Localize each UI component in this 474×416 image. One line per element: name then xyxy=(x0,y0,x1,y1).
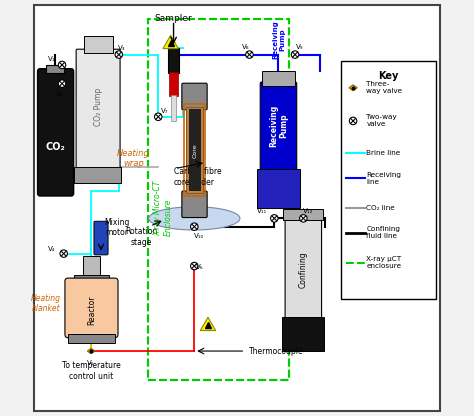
FancyBboxPatch shape xyxy=(282,317,325,351)
Text: V₅: V₅ xyxy=(87,360,95,366)
FancyBboxPatch shape xyxy=(283,209,323,220)
Circle shape xyxy=(271,215,278,222)
FancyBboxPatch shape xyxy=(37,69,73,196)
Text: Receiving
Pump: Receiving Pump xyxy=(272,20,285,59)
Text: Thermocouple: Thermocouple xyxy=(249,347,304,356)
Text: X-ray Micro-CT
Enclosure: X-ray Micro-CT Enclosure xyxy=(153,180,173,236)
FancyBboxPatch shape xyxy=(46,65,64,73)
Circle shape xyxy=(155,113,162,121)
Text: Receiving
line: Receiving line xyxy=(366,172,401,185)
Bar xyxy=(148,20,289,380)
Text: V₆: V₆ xyxy=(195,264,203,270)
Circle shape xyxy=(191,223,198,230)
FancyBboxPatch shape xyxy=(341,61,436,299)
FancyBboxPatch shape xyxy=(189,109,201,191)
Circle shape xyxy=(115,51,123,58)
FancyBboxPatch shape xyxy=(74,275,109,282)
FancyBboxPatch shape xyxy=(76,49,120,170)
FancyBboxPatch shape xyxy=(257,168,300,208)
Circle shape xyxy=(349,117,357,125)
Text: V₃: V₃ xyxy=(118,45,126,51)
Circle shape xyxy=(246,51,253,58)
Text: Three-
way valve: Three- way valve xyxy=(366,81,402,94)
Text: Rotation
stage: Rotation stage xyxy=(126,227,158,247)
FancyBboxPatch shape xyxy=(171,95,176,121)
FancyBboxPatch shape xyxy=(34,5,440,411)
Text: Key: Key xyxy=(379,71,399,81)
Text: Two-way
valve: Two-way valve xyxy=(366,114,397,127)
Text: V₉: V₉ xyxy=(296,44,304,50)
Text: Receiving
Pump: Receiving Pump xyxy=(269,104,288,146)
Ellipse shape xyxy=(149,207,240,230)
Text: CO₂ line: CO₂ line xyxy=(366,205,395,211)
Text: CO₂ Pump: CO₂ Pump xyxy=(93,88,102,126)
FancyBboxPatch shape xyxy=(182,191,207,218)
Text: CO₂: CO₂ xyxy=(46,142,65,152)
FancyBboxPatch shape xyxy=(285,217,321,319)
Circle shape xyxy=(60,250,67,258)
Text: V₂: V₂ xyxy=(56,91,64,97)
FancyBboxPatch shape xyxy=(260,82,297,172)
Circle shape xyxy=(58,80,66,87)
Text: X-ray μCT
enclosure: X-ray μCT enclosure xyxy=(366,256,401,269)
FancyBboxPatch shape xyxy=(83,36,113,52)
Circle shape xyxy=(300,215,307,222)
Text: Mixing
motor: Mixing motor xyxy=(104,218,129,237)
FancyBboxPatch shape xyxy=(68,334,115,343)
Circle shape xyxy=(191,262,198,270)
Polygon shape xyxy=(163,35,178,49)
Text: V₁₁: V₁₁ xyxy=(257,208,267,214)
FancyBboxPatch shape xyxy=(168,48,179,73)
Text: Confining
fluid line: Confining fluid line xyxy=(366,226,401,239)
FancyBboxPatch shape xyxy=(83,256,100,278)
Polygon shape xyxy=(201,317,216,331)
FancyBboxPatch shape xyxy=(186,107,203,193)
Text: V₁₂: V₁₂ xyxy=(303,208,313,214)
Polygon shape xyxy=(87,349,95,354)
Text: Sampler: Sampler xyxy=(155,14,192,22)
Text: V₄: V₄ xyxy=(47,246,55,253)
FancyBboxPatch shape xyxy=(65,278,118,338)
Text: Brine line: Brine line xyxy=(366,150,401,156)
Text: V₈: V₈ xyxy=(242,44,249,50)
Text: Confining: Confining xyxy=(299,252,308,288)
Circle shape xyxy=(292,51,299,58)
FancyBboxPatch shape xyxy=(74,166,121,183)
Circle shape xyxy=(58,61,66,69)
FancyBboxPatch shape xyxy=(182,83,207,110)
Text: To temperature
control unit: To temperature control unit xyxy=(62,362,121,381)
Text: V₁: V₁ xyxy=(48,56,55,62)
Polygon shape xyxy=(349,85,357,91)
Text: V₇: V₇ xyxy=(161,108,168,114)
Text: Core: Core xyxy=(192,144,197,158)
FancyBboxPatch shape xyxy=(94,221,108,255)
Text: Heating
blanket: Heating blanket xyxy=(31,294,61,313)
Text: V₁₀: V₁₀ xyxy=(194,233,204,239)
Text: Carbon fibre
coreholder: Carbon fibre coreholder xyxy=(173,167,221,187)
Text: Reactor: Reactor xyxy=(87,296,96,325)
FancyBboxPatch shape xyxy=(262,71,295,86)
Text: Heating
wrap: Heating wrap xyxy=(117,149,150,168)
FancyBboxPatch shape xyxy=(169,72,178,96)
